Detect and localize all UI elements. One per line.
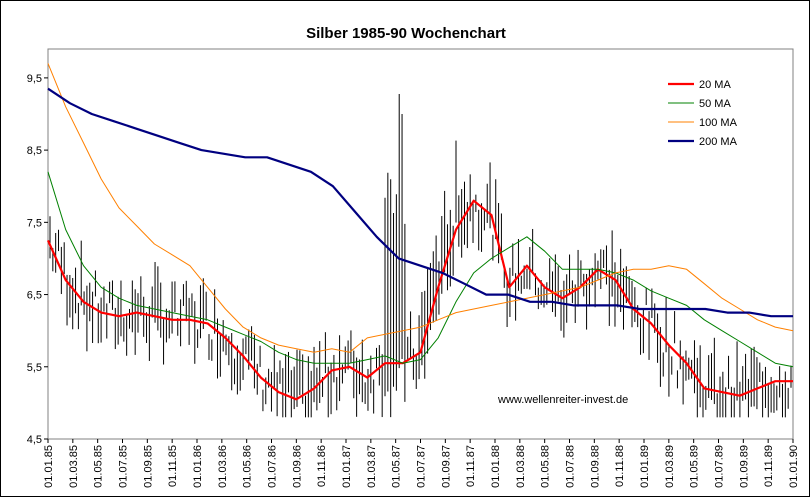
y-tick-label: 8,5 [27,145,42,157]
x-tick-label: 01.05.88 [540,445,552,488]
series-line-20-ma [46,199,793,401]
x-tick-label: 01.11.85 [167,445,179,487]
y-axis: 9,5 8,5 7,5 6,5 5,5 4,5 [27,73,48,446]
x-tick-label: 01.09.89 [738,445,750,488]
x-tick-label: 01.03.86 [217,445,229,488]
x-tick-label: 01.01.90 [788,445,800,488]
x-tick-label: 01.05.86 [242,445,254,488]
legend-label: 50 MA [699,98,731,110]
legend: 20 MA 50 MA 100 MA 200 MA [668,79,738,148]
x-tick-label: 01.09.86 [291,445,303,488]
x-tick-label: 01.01.85 [43,445,55,488]
y-tick-label: 6,5 [27,290,42,302]
x-tick-label: 01.11.86 [316,445,328,487]
series-line-50-ma [47,171,794,368]
x-tick-label: 01.03.89 [664,445,676,488]
x-tick-label: 01.03.85 [68,445,80,488]
x-tick-label: 01.01.86 [192,445,204,488]
watermark-url: www.wellenreiter-invest.de [497,394,628,406]
x-tick-label: 01.03.87 [366,445,378,488]
x-tick-label: 01.07.86 [267,445,279,488]
x-tick-label: 01.05.87 [391,445,403,488]
moving-average-lines [46,63,794,401]
x-tick-label: 01.01.88 [490,445,502,488]
y-tick-label: 4,5 [27,434,42,446]
plot-area [47,48,794,440]
x-tick-label: 01.07.87 [416,445,428,488]
x-tick-label: 01.05.85 [93,445,105,488]
legend-label: 200 MA [699,136,738,148]
x-tick-label: 01.07.89 [714,445,726,488]
x-axis: 01.01.85 01.03.85 01.05.85 01.07.85 01.09.85… [43,439,800,488]
series-line-100-ma [47,63,794,353]
legend-label: 100 MA [699,117,738,129]
x-tick-label: 01.05.89 [689,445,701,488]
x-tick-label: 01.09.88 [589,445,601,488]
price-bars [49,93,792,418]
x-tick-label: 01.01.89 [639,445,651,488]
x-tick-label: 01.09.87 [440,445,452,488]
x-tick-label: 01.07.88 [565,445,577,488]
y-tick-label: 9,5 [27,73,42,85]
x-tick-label: 01.11.89 [763,445,775,487]
x-tick-label: 01.11.87 [465,445,477,487]
legend-label: 20 MA [699,79,731,91]
x-tick-label: 01.09.85 [142,445,154,488]
x-tick-label: 01.01.87 [341,445,353,488]
y-tick-label: 7,5 [27,217,42,229]
chart-title: Silber 1985-90 Wochenchart [306,25,506,42]
x-tick-label: 01.03.88 [515,445,527,488]
series-line-200-ma [47,87,793,318]
y-tick-label: 5,5 [27,362,42,374]
x-tick-label: 01.07.85 [118,445,130,488]
x-tick-label: 01.11.88 [614,445,626,487]
